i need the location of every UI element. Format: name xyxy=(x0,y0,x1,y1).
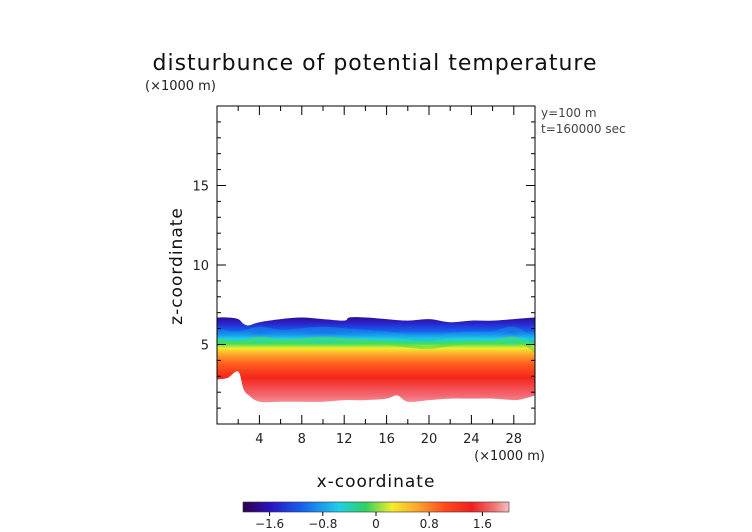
y-tick-label: 15 xyxy=(192,180,209,195)
annotation-time: t=160000 sec xyxy=(541,122,626,136)
x-unit-label: (×1000 m) xyxy=(474,449,545,464)
plot-area xyxy=(217,317,535,403)
x-tick-label: 12 xyxy=(336,432,353,447)
x-tick-label: 20 xyxy=(421,432,438,447)
x-tick-label: 24 xyxy=(463,432,480,447)
colorbar-tick-label: −1.6 xyxy=(255,517,284,531)
x-tick-label: 28 xyxy=(506,432,523,447)
colorbar-tick-label: 1.6 xyxy=(473,517,492,531)
colorbar-tick-label: −0.8 xyxy=(308,517,337,531)
y-tick-label: 5 xyxy=(201,339,209,354)
cyan-contour xyxy=(217,326,535,345)
colorbar-gradient xyxy=(242,501,510,513)
x-axis-label: x-coordinate xyxy=(317,472,436,492)
y-axis-label: z-coordinate xyxy=(167,207,187,325)
axis-ticks: 4 8 12 16 20 24 28 5 10 15 xyxy=(192,106,535,447)
colorbar-ticks: −1.6 −0.8 0 0.8 1.6 xyxy=(255,512,492,531)
y-unit-label: (×1000 m) xyxy=(145,79,216,94)
x-tick-label: 8 xyxy=(298,432,306,447)
annotation-y-position: y=100 m xyxy=(541,106,597,120)
field-region xyxy=(217,317,535,403)
colorbar-tick-label: 0.8 xyxy=(420,517,439,531)
x-tick-label: 16 xyxy=(378,432,395,447)
transition-contour xyxy=(217,336,535,353)
colorbar: −1.6 −0.8 0 0.8 1.6 xyxy=(242,501,510,531)
x-tick-label: 4 xyxy=(255,432,263,447)
y-tick-label: 10 xyxy=(192,259,209,274)
chart-title: disturbunce of potential temperature xyxy=(153,51,598,76)
colorbar-tick-label: 0 xyxy=(372,517,380,531)
